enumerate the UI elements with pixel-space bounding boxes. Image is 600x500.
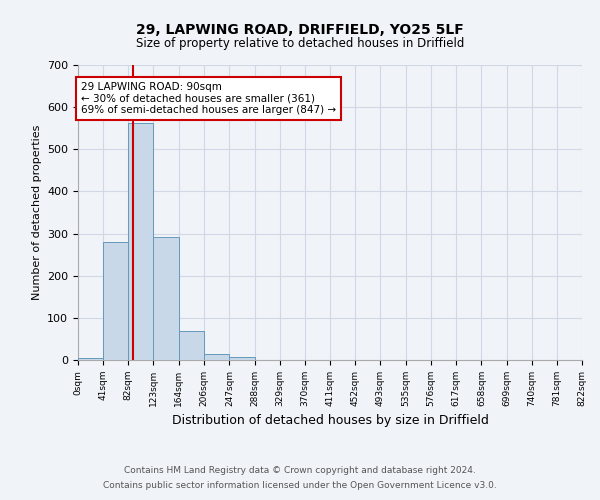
Text: Size of property relative to detached houses in Driffield: Size of property relative to detached ho… (136, 38, 464, 51)
Bar (154, 238, 179, 360)
Bar (128, 123, 154, 360)
Text: 29 LAPWING ROAD: 90sqm
← 30% of detached houses are smaller (361)
69% of semi-de: 29 LAPWING ROAD: 90sqm ← 30% of detached… (81, 82, 336, 115)
Bar (78, 358, 103, 360)
Text: 29, LAPWING ROAD, DRIFFIELD, YO25 5LF: 29, LAPWING ROAD, DRIFFIELD, YO25 5LF (136, 22, 464, 36)
Bar (229, 356, 254, 360)
Bar (103, 242, 128, 360)
Bar (205, 354, 229, 360)
X-axis label: Distribution of detached houses by size in Driffield: Distribution of detached houses by size … (172, 414, 488, 428)
Y-axis label: Number of detached properties: Number of detached properties (32, 125, 41, 300)
Text: Contains public sector information licensed under the Open Government Licence v3: Contains public sector information licen… (103, 481, 497, 490)
Text: Contains HM Land Registry data © Crown copyright and database right 2024.: Contains HM Land Registry data © Crown c… (124, 466, 476, 475)
Bar (179, 332, 205, 360)
